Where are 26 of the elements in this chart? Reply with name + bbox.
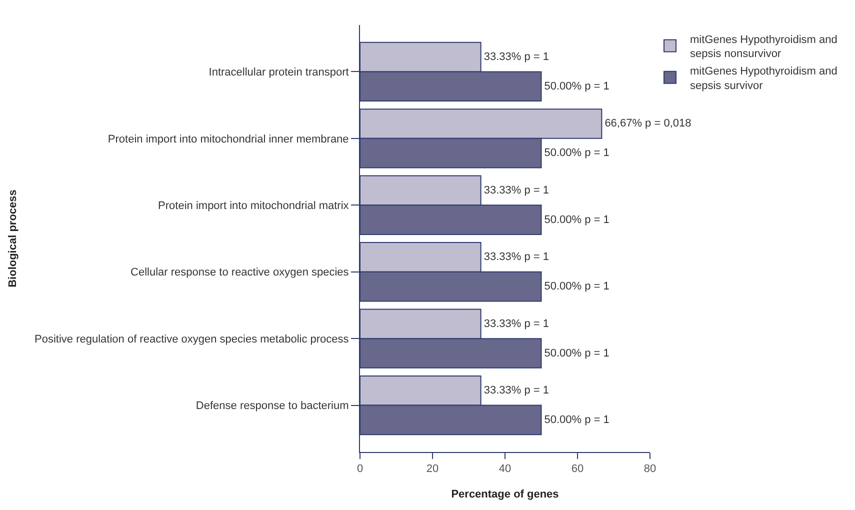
data-label: 33.33% p = 1 (484, 51, 549, 64)
x-axis-title: Percentage of genes (451, 488, 559, 500)
data-label: 66,67% p = 0,018 (604, 118, 692, 130)
x-tick-label: 60 (571, 463, 584, 476)
data-label: 50.00% p = 1 (544, 347, 610, 360)
data-label: 33.33% p = 1 (484, 251, 549, 264)
y-tick-label: Protein import into mitochondrial matrix (158, 200, 350, 212)
y-tick-label: Defense response to bacterium (196, 400, 349, 412)
y-axis-title: Biological process (7, 190, 20, 288)
x-tick-label: 40 (498, 463, 512, 476)
x-tick-label: 80 (644, 463, 656, 476)
data-label: 33.33% p = 1 (484, 318, 549, 330)
data-label: 33.33% p = 1 (484, 184, 549, 196)
data-label: 50.00% p = 1 (544, 214, 610, 226)
data-label: 50.00% p = 1 (544, 147, 610, 160)
data-label: 50.00% p = 1 (544, 80, 610, 92)
data-label: 33.33% p = 1 (484, 384, 549, 397)
x-tick-label: 20 (426, 463, 439, 476)
x-tick-label: 0 (356, 463, 364, 476)
legend-label: mitGenes Hypothyroidism and sepsis survivor (690, 66, 838, 92)
y-tick-label: Cellular response to reactive oxygen species (130, 266, 350, 279)
y-tick-label: Positive regulation of reactive oxygen species metabolic process (34, 333, 350, 346)
y-tick-label: Protein import into mitochondrial inner membrane (108, 133, 349, 146)
data-label: 50.00% p = 1 (544, 414, 610, 426)
y-tick-label: Intracellular protein transport (208, 66, 349, 79)
data-label: 50.00% p = 1 (544, 280, 610, 293)
